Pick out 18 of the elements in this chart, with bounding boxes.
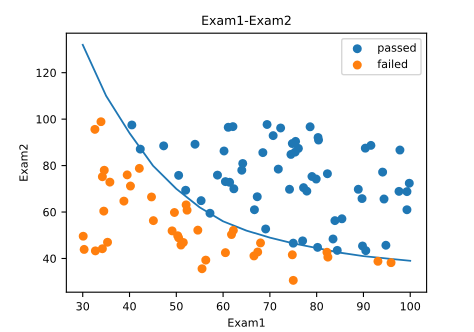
y-tick-label: 80	[43, 162, 56, 170]
y-axis-title: Exam2	[19, 144, 28, 181]
legend-label: failed	[378, 60, 408, 68]
y-tick-label: 40	[43, 254, 56, 263]
x-axis-title: Exam1	[228, 318, 265, 327]
y-tick-label: 120	[36, 68, 56, 78]
x-tick-label: 60	[216, 302, 230, 310]
x-tick-label: 100	[400, 302, 420, 310]
x-tick-label: 80	[310, 302, 323, 310]
x-tick-label: 30	[76, 302, 90, 310]
x-tick-label: 90	[357, 302, 370, 310]
y-tick-label: 100	[36, 115, 56, 124]
legend-label: passed	[378, 43, 416, 54]
y-tick-label: 60	[43, 208, 56, 216]
x-tick-label: 50	[170, 302, 183, 310]
x-tick-label: 70	[264, 302, 276, 310]
chart-title: Exam1-Exam2	[202, 16, 291, 26]
x-tick-label: 40	[122, 302, 136, 310]
